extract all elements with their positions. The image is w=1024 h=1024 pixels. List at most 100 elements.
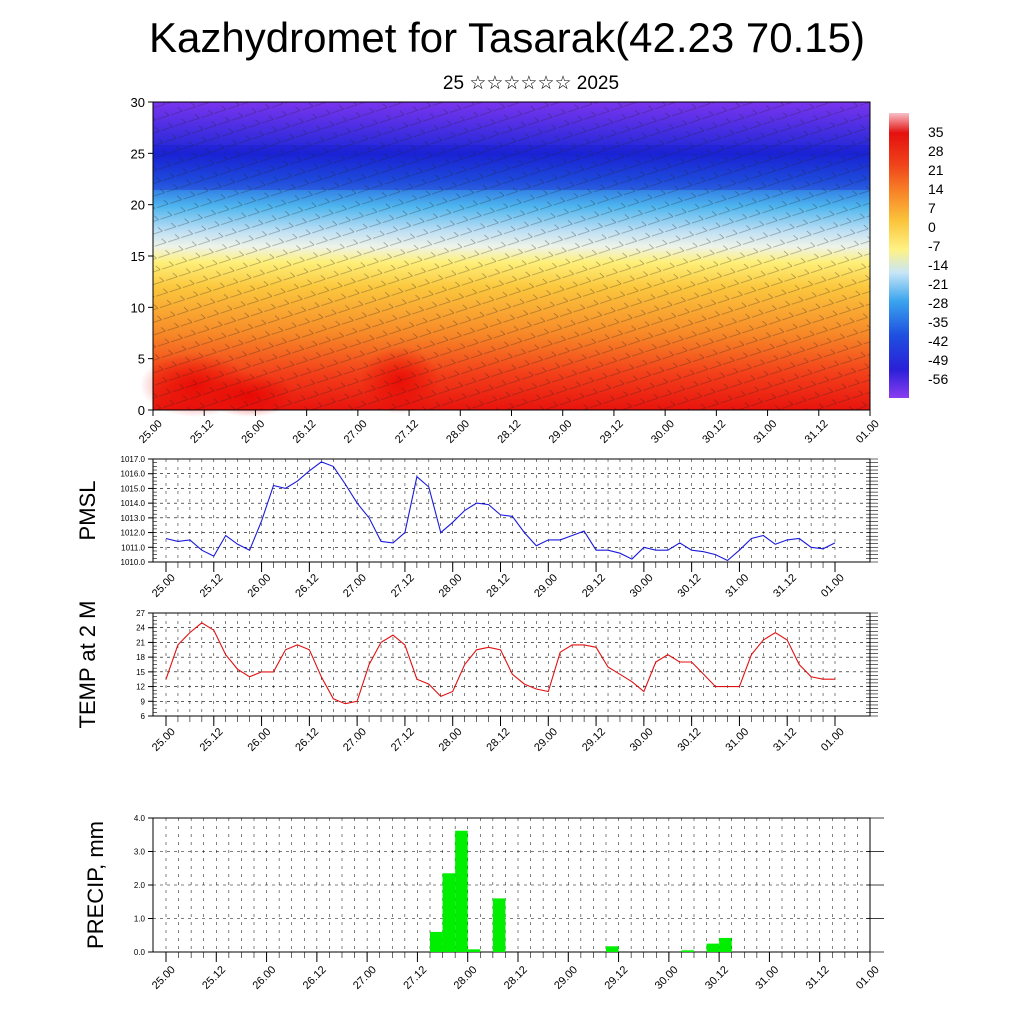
temp-xtick-label: 30.12 [676, 726, 704, 754]
pmsl-xtick-label: 01.00 [819, 572, 847, 600]
pmsl-ytick-label: 1016.0 [121, 470, 146, 479]
pmsl-xtick-label: 28.12 [484, 572, 512, 600]
pmsl-ytick-label: 1010.0 [121, 558, 146, 567]
heatmap-xtick-label: 29.00 [547, 418, 575, 446]
pmsl-xtick-label: 31.00 [723, 572, 751, 600]
pmsl-xtick-label: 29.12 [580, 572, 608, 600]
precip-ytick-label: 3.0 [134, 848, 146, 857]
precip-xtick-label: 26.00 [250, 964, 278, 992]
precip-bar [442, 873, 456, 952]
heatmap-xtick-label: 29.12 [598, 418, 626, 446]
pmsl-xtick-label: 31.12 [771, 572, 799, 600]
heatmap-ytick-label: 0 [138, 403, 145, 418]
heatmap-xtick-label: 26.00 [239, 418, 267, 446]
temp-ytick-label: 12 [136, 683, 145, 692]
temp-chart: 6 9 12 15 18 21 24 27 25.00 25.12 26.00 26.12 27.00 2… [75, 601, 878, 754]
pmsl-xtick-label: 30.00 [628, 572, 656, 600]
temp-xtick-label: 26.00 [245, 726, 273, 754]
temp-ytick-label: 9 [141, 697, 146, 706]
pmsl-xtick-label: 27.00 [341, 572, 369, 600]
heatmap-xtick-label: 28.00 [444, 418, 472, 446]
pmsl-ytick-label: 1015.0 [121, 484, 146, 493]
precip-ylabel: PRECIP, mm [83, 821, 108, 949]
precip-bar [455, 830, 468, 952]
pmsl-xtick-label: 30.12 [676, 572, 704, 600]
pmsl-xtick-label: 26.00 [245, 572, 273, 600]
temp-xtick-label: 27.00 [341, 726, 369, 754]
pmsl-ytick-label: 1012.0 [121, 529, 146, 538]
colorbar-label: 28 [928, 143, 944, 159]
heatmap-xtick-label: 30.00 [649, 418, 677, 446]
temp-xtick-label: 29.12 [580, 726, 608, 754]
temp-series-line [165, 622, 835, 705]
pmsl-ytick-label: 1017.0 [121, 455, 146, 464]
precip-xtick-label: 31.00 [753, 964, 781, 992]
colorbar-label: 21 [928, 162, 944, 178]
temp-xtick-label: 25.12 [198, 726, 226, 754]
precip-bar [492, 898, 506, 952]
temp-xtick-label: 31.00 [723, 726, 751, 754]
pmsl-frame [152, 458, 871, 563]
precip-ytick-label: 0.0 [134, 948, 146, 957]
colorbar-label: -49 [928, 352, 948, 368]
heatmap-xtick-label: 31.12 [803, 418, 831, 446]
precip-bar [706, 943, 720, 952]
temp-frame [152, 612, 871, 717]
heatmap-xtick-label: 27.12 [393, 418, 421, 446]
temp-ylabel: TEMP at 2 M [75, 601, 100, 729]
heatmap-xtick-label: 01.00 [854, 418, 882, 446]
colorbar-scale [889, 113, 909, 398]
precip-xtick-label: 26.12 [301, 964, 329, 992]
precip-xtick-label: 31.12 [804, 964, 832, 992]
wind-barbs [153, 102, 870, 410]
precip-xtick-label: 30.12 [703, 964, 731, 992]
temp-xtick-label: 27.12 [389, 726, 417, 754]
heatmap-xtick-label: 27.00 [342, 418, 370, 446]
temp-ytick-label: 6 [141, 712, 146, 721]
precip-bar [430, 931, 443, 952]
precip-xtick-label: 25.12 [200, 964, 228, 992]
heatmap-ytick-label: 15 [131, 249, 145, 264]
colorbar: 35 28 21 14 7 0 -7 -14 -21 -28 -35 -42 -49 -56 [889, 113, 948, 398]
pmsl-xtick-label: 25.00 [150, 572, 178, 600]
precip-chart: 0.0 1.0 2.0 3.0 4.0 25.00 25.12 26.00 26.12 27.00… [83, 814, 884, 992]
precip-ytick-label: 1.0 [134, 915, 146, 924]
precip-xtick-label: 28.12 [502, 964, 530, 992]
temp-ytick-label: 18 [136, 653, 145, 662]
precip-xtick-label: 25.00 [150, 964, 178, 992]
pmsl-ytick-label: 1011.0 [121, 543, 145, 552]
temp-xtick-label: 01.00 [819, 726, 847, 754]
heatmap-ytick-label: 20 [131, 198, 145, 213]
temp-ytick-label: 27 [136, 609, 145, 618]
heatmap-ytick-label: 30 [131, 95, 145, 110]
pmsl-xtick-label: 28.00 [437, 572, 465, 600]
temp-xtick-label: 31.12 [771, 726, 799, 754]
colorbar-label: -28 [928, 295, 948, 311]
precip-xtick-label: 27.12 [401, 964, 429, 992]
colorbar-label: 35 [928, 124, 944, 140]
page-subtitle: 25 ☆☆☆☆☆☆ 2025 [442, 73, 620, 94]
temperature-cross-section: 0 5 10 15 20 25 30 25.00 25.12 26.00 26.12 27.00 27.… [131, 95, 882, 446]
pmsl-ytick-label: 1013.0 [121, 514, 146, 523]
pmsl-ytick-label: 1014.0 [121, 499, 146, 508]
precip-bar [719, 937, 732, 952]
heatmap-ytick-label: 5 [138, 352, 145, 367]
heatmap-xtick-label: 25.12 [188, 418, 216, 446]
precip-xtick-label: 29.12 [602, 964, 630, 992]
temp-xtick-label: 28.00 [437, 726, 465, 754]
precip-xtick-label: 28.00 [452, 964, 480, 992]
colorbar-label: -21 [928, 276, 948, 292]
pmsl-chart: 1010.0 1011.0 1012.0 1013.0 1014.0 1015.0 1016… [75, 455, 878, 600]
precip-bar [467, 949, 481, 952]
precip-ytick-label: 4.0 [134, 814, 146, 823]
precip-xtick-label: 30.00 [653, 964, 681, 992]
precip-bar [606, 946, 619, 952]
precip-xtick-label: 01.00 [854, 964, 882, 992]
heatmap-xtick-label: 28.12 [495, 418, 523, 446]
temp-ytick-label: 21 [136, 638, 145, 647]
heatmap-ytick-label: 25 [131, 146, 145, 161]
precip-bar [681, 950, 694, 952]
temp-ytick-label: 24 [136, 624, 145, 633]
pmsl-xtick-label: 27.12 [389, 572, 417, 600]
